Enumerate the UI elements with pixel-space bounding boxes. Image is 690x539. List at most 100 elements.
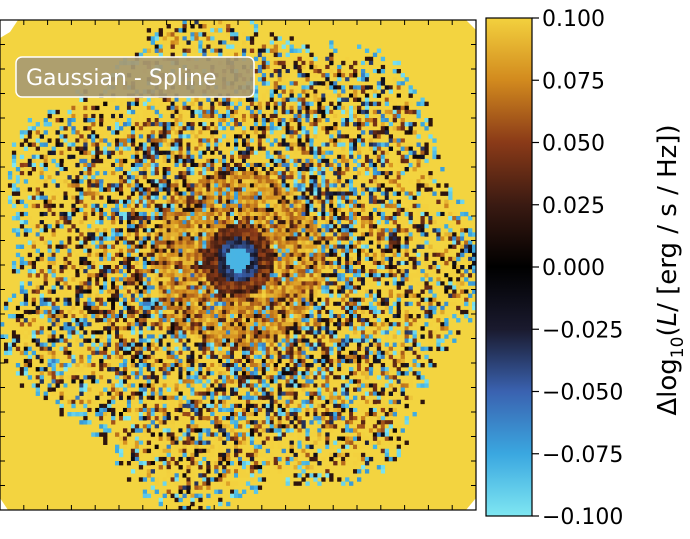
heatmap-cell	[408, 199, 413, 205]
heatmap-cell	[178, 130, 183, 135]
heatmap-cell	[79, 248, 84, 254]
heatmap-cell	[452, 273, 457, 278]
heatmap-cell	[11, 187, 17, 192]
heatmap-cell	[380, 89, 386, 94]
heatmap-cell	[241, 191, 247, 196]
heatmap-cell	[396, 191, 401, 196]
heatmap-cell	[162, 293, 167, 298]
heatmap-cell	[241, 142, 247, 147]
heatmap-cell	[261, 167, 267, 172]
heatmap-cell	[35, 240, 40, 245]
heatmap-cell	[39, 297, 44, 303]
heatmap-cell	[301, 126, 306, 131]
heatmap-cell	[277, 269, 282, 274]
heatmap-cell	[130, 232, 136, 237]
heatmap-cell	[432, 220, 437, 225]
heatmap-cell	[166, 158, 171, 164]
heatmap-cell	[154, 220, 159, 225]
heatmap-cell	[253, 138, 259, 143]
heatmap-cell	[63, 154, 68, 160]
heatmap-cell	[111, 277, 116, 282]
heatmap-cell	[321, 281, 326, 286]
heatmap-cell	[456, 236, 461, 241]
heatmap-cell	[301, 113, 306, 119]
heatmap-cell	[162, 40, 167, 45]
heatmap-cell	[214, 232, 219, 237]
heatmap-cell	[194, 216, 199, 221]
heatmap-cell	[47, 113, 52, 119]
heatmap-cell	[269, 285, 274, 290]
heatmap-cell	[297, 134, 302, 139]
heatmap-cell	[245, 224, 251, 229]
heatmap-cell	[321, 93, 326, 98]
heatmap-cell	[194, 240, 199, 245]
heatmap-cell	[269, 142, 274, 147]
heatmap-cell	[325, 171, 330, 176]
heatmap-cell	[194, 252, 199, 258]
heatmap-cell	[59, 293, 64, 298]
heatmap-cell	[297, 101, 302, 107]
heatmap-cell	[273, 146, 278, 151]
heatmap-cell	[416, 211, 421, 217]
heatmap-cell	[202, 154, 207, 160]
heatmap-cell	[214, 281, 219, 286]
heatmap-cell	[257, 265, 263, 270]
heatmap-cell	[210, 236, 215, 241]
heatmap-cell	[376, 232, 382, 237]
heatmap-cell	[95, 142, 100, 147]
heatmap-cell	[261, 146, 267, 151]
heatmap-cell	[317, 113, 322, 119]
heatmap-cell	[142, 48, 148, 53]
heatmap-cell	[115, 232, 120, 237]
heatmap-cell	[364, 105, 370, 111]
heatmap-cell	[269, 281, 274, 286]
heatmap-cell	[162, 175, 167, 180]
heatmap-cell	[360, 64, 366, 70]
heatmap-cell	[190, 36, 195, 41]
heatmap-cell	[194, 273, 199, 278]
heatmap-cell	[289, 36, 294, 41]
heatmap-cell	[146, 183, 152, 188]
heatmap-cell	[166, 248, 171, 254]
heatmap-cell	[396, 93, 401, 98]
heatmap-cell	[412, 248, 417, 254]
heatmap-cell	[19, 179, 25, 184]
heatmap-cell	[218, 191, 223, 196]
heatmap-cell	[253, 199, 259, 205]
heatmap-cell	[126, 224, 132, 229]
heatmap-cell	[166, 285, 171, 290]
heatmap-cell	[297, 199, 302, 205]
heatmap-cell	[376, 256, 382, 262]
heatmap-cell	[388, 191, 393, 196]
heatmap-cell	[368, 126, 374, 131]
heatmap-cell	[364, 85, 370, 90]
heatmap-cell	[3, 301, 9, 307]
heatmap-cell	[317, 216, 322, 221]
heatmap-cell	[269, 146, 274, 151]
heatmap-cell	[134, 220, 140, 225]
heatmap-cell	[261, 293, 267, 298]
heatmap-cell	[162, 179, 167, 184]
heatmap-cell	[273, 154, 278, 160]
heatmap-cell	[345, 130, 350, 135]
heatmap-cell	[174, 142, 179, 147]
heatmap-cell	[134, 273, 140, 278]
heatmap-cell	[293, 293, 298, 298]
heatmap-cell	[174, 113, 179, 119]
heatmap-cell	[277, 138, 282, 143]
heatmap-cell	[122, 195, 128, 200]
heatmap-cell	[337, 85, 342, 90]
heatmap-cell	[234, 118, 239, 123]
heatmap-cell	[281, 101, 286, 107]
heatmap-cell	[317, 162, 322, 168]
heatmap-cell	[269, 240, 274, 245]
heatmap-cell	[404, 146, 409, 151]
heatmap-cell	[119, 297, 124, 303]
heatmap-cell	[198, 228, 203, 233]
heatmap-cell	[353, 293, 358, 298]
heatmap-cell	[27, 158, 33, 164]
heatmap-cell	[245, 167, 251, 172]
heatmap-cell	[364, 48, 370, 53]
heatmap-cell	[198, 207, 203, 213]
heatmap-cell	[182, 195, 187, 200]
